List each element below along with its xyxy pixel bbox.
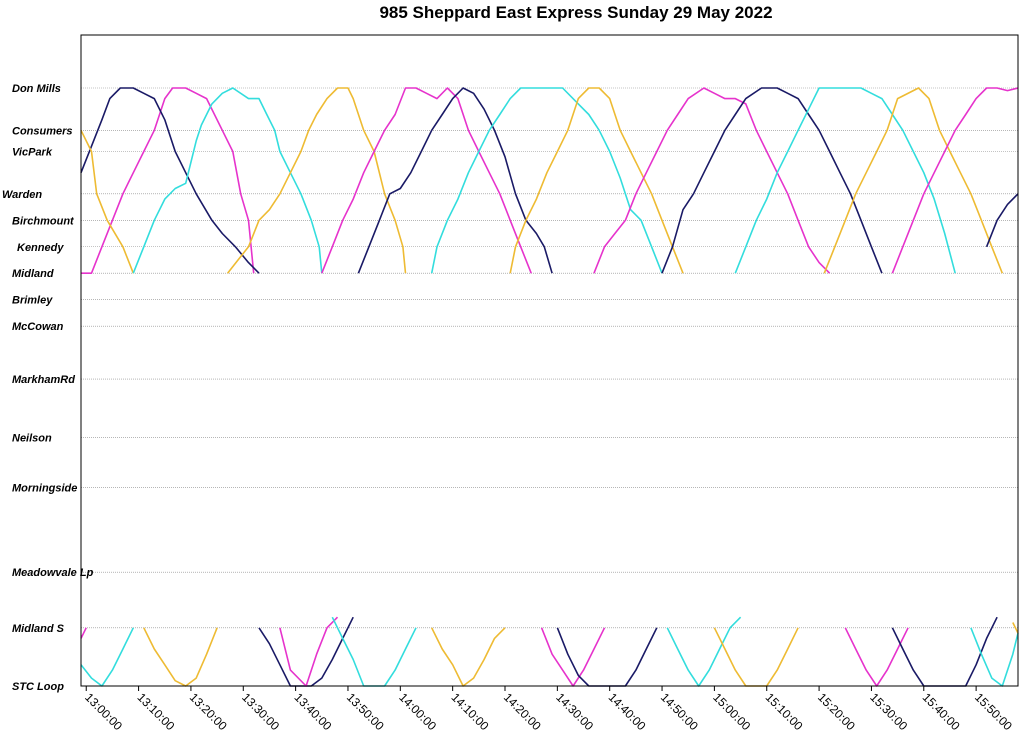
stop-label-consumers: Consumers	[12, 125, 73, 137]
trip-line-22	[430, 627, 506, 687]
plot-area-frame	[80, 34, 1019, 687]
stop-label-midland-s: Midland S	[12, 623, 65, 635]
stop-label-vicpark: VicPark	[12, 147, 53, 159]
trip-line-29	[970, 627, 1019, 687]
trip-line-8	[430, 87, 663, 274]
x-tick-label: 13:20:00	[187, 690, 230, 733]
trip-line-7	[357, 87, 553, 274]
trip-line-1	[81, 87, 255, 275]
trip-line-16	[80, 627, 87, 639]
trip-line-26	[713, 627, 799, 687]
trip-line-9	[509, 87, 684, 274]
x-tick-label: 13:50:00	[344, 690, 387, 733]
trip-line-13	[823, 87, 1004, 274]
trip-line-12	[734, 87, 956, 274]
stop-label-morningside: Morningside	[12, 483, 77, 495]
x-tick-label: 13:40:00	[291, 690, 334, 733]
stop-label-meadowvale-lp: Meadowvale Lp	[12, 567, 94, 579]
stop-label-stc-loop: STC Loop	[12, 681, 64, 693]
trip-line-24	[556, 627, 658, 687]
stop-labels: Don Mills Consumers VicPark Warden Birchmoun…	[2, 83, 94, 693]
time-axis-ticks: 13:00:00 13:10:00 13:20:00 13:30:00 13:40:00…	[82, 686, 1015, 733]
stop-label-don-mills: Don Mills	[12, 83, 61, 95]
trip-line-27	[844, 627, 909, 687]
stop-gridlines	[81, 87, 1018, 629]
trip-line-23	[540, 627, 606, 687]
trip-line-3	[80, 129, 135, 274]
stop-label-neilson: Neilson	[12, 432, 52, 444]
stop-label-midland: Midland	[12, 268, 54, 280]
stop-label-markhamrd: MarkhamRd	[12, 374, 75, 386]
trip-lines	[80, 87, 1019, 687]
stop-label-birchmount: Birchmount	[12, 215, 75, 227]
trip-line-15	[985, 193, 1019, 248]
x-tick-label: 13:30:00	[239, 690, 282, 733]
x-tick-label: 14:00:00	[396, 690, 439, 733]
x-tick-label: 15:40:00	[920, 690, 963, 733]
trip-line-5	[226, 87, 407, 274]
x-tick-label: 14:40:00	[606, 690, 649, 733]
x-tick-label: 13:00:00	[82, 690, 125, 733]
x-tick-label: 15:00:00	[710, 690, 753, 733]
trip-line-18	[143, 627, 218, 687]
x-tick-label: 13:10:00	[134, 690, 177, 733]
stop-label-warden: Warden	[2, 189, 42, 201]
x-tick-label: 15:20:00	[815, 690, 858, 733]
trip-line-25	[666, 616, 742, 687]
x-tick-label: 15:50:00	[972, 690, 1015, 733]
x-tick-label: 15:30:00	[867, 690, 910, 733]
x-tick-label: 15:10:00	[763, 690, 806, 733]
trip-line-4	[132, 87, 323, 274]
chart-title: 985 Sheppard East Express Sunday 29 May …	[379, 3, 772, 22]
trip-line-6	[321, 87, 532, 274]
trip-line-2	[80, 87, 260, 274]
x-tick-label: 14:10:00	[449, 690, 492, 733]
trip-line-10	[593, 87, 831, 274]
stop-label-mccowan: McCowan	[12, 321, 64, 333]
stop-label-kennedy: Kennedy	[17, 242, 64, 254]
trip-line-17	[80, 627, 135, 687]
trip-line-30	[1012, 622, 1019, 634]
trip-line-11	[661, 87, 883, 274]
x-tick-label: 14:50:00	[658, 690, 701, 733]
x-tick-label: 14:30:00	[553, 690, 596, 733]
trip-line-20	[279, 616, 339, 687]
trip-line-14	[891, 87, 1019, 274]
x-tick-label: 14:20:00	[501, 690, 544, 733]
stop-label-brimley: Brimley	[12, 295, 53, 307]
